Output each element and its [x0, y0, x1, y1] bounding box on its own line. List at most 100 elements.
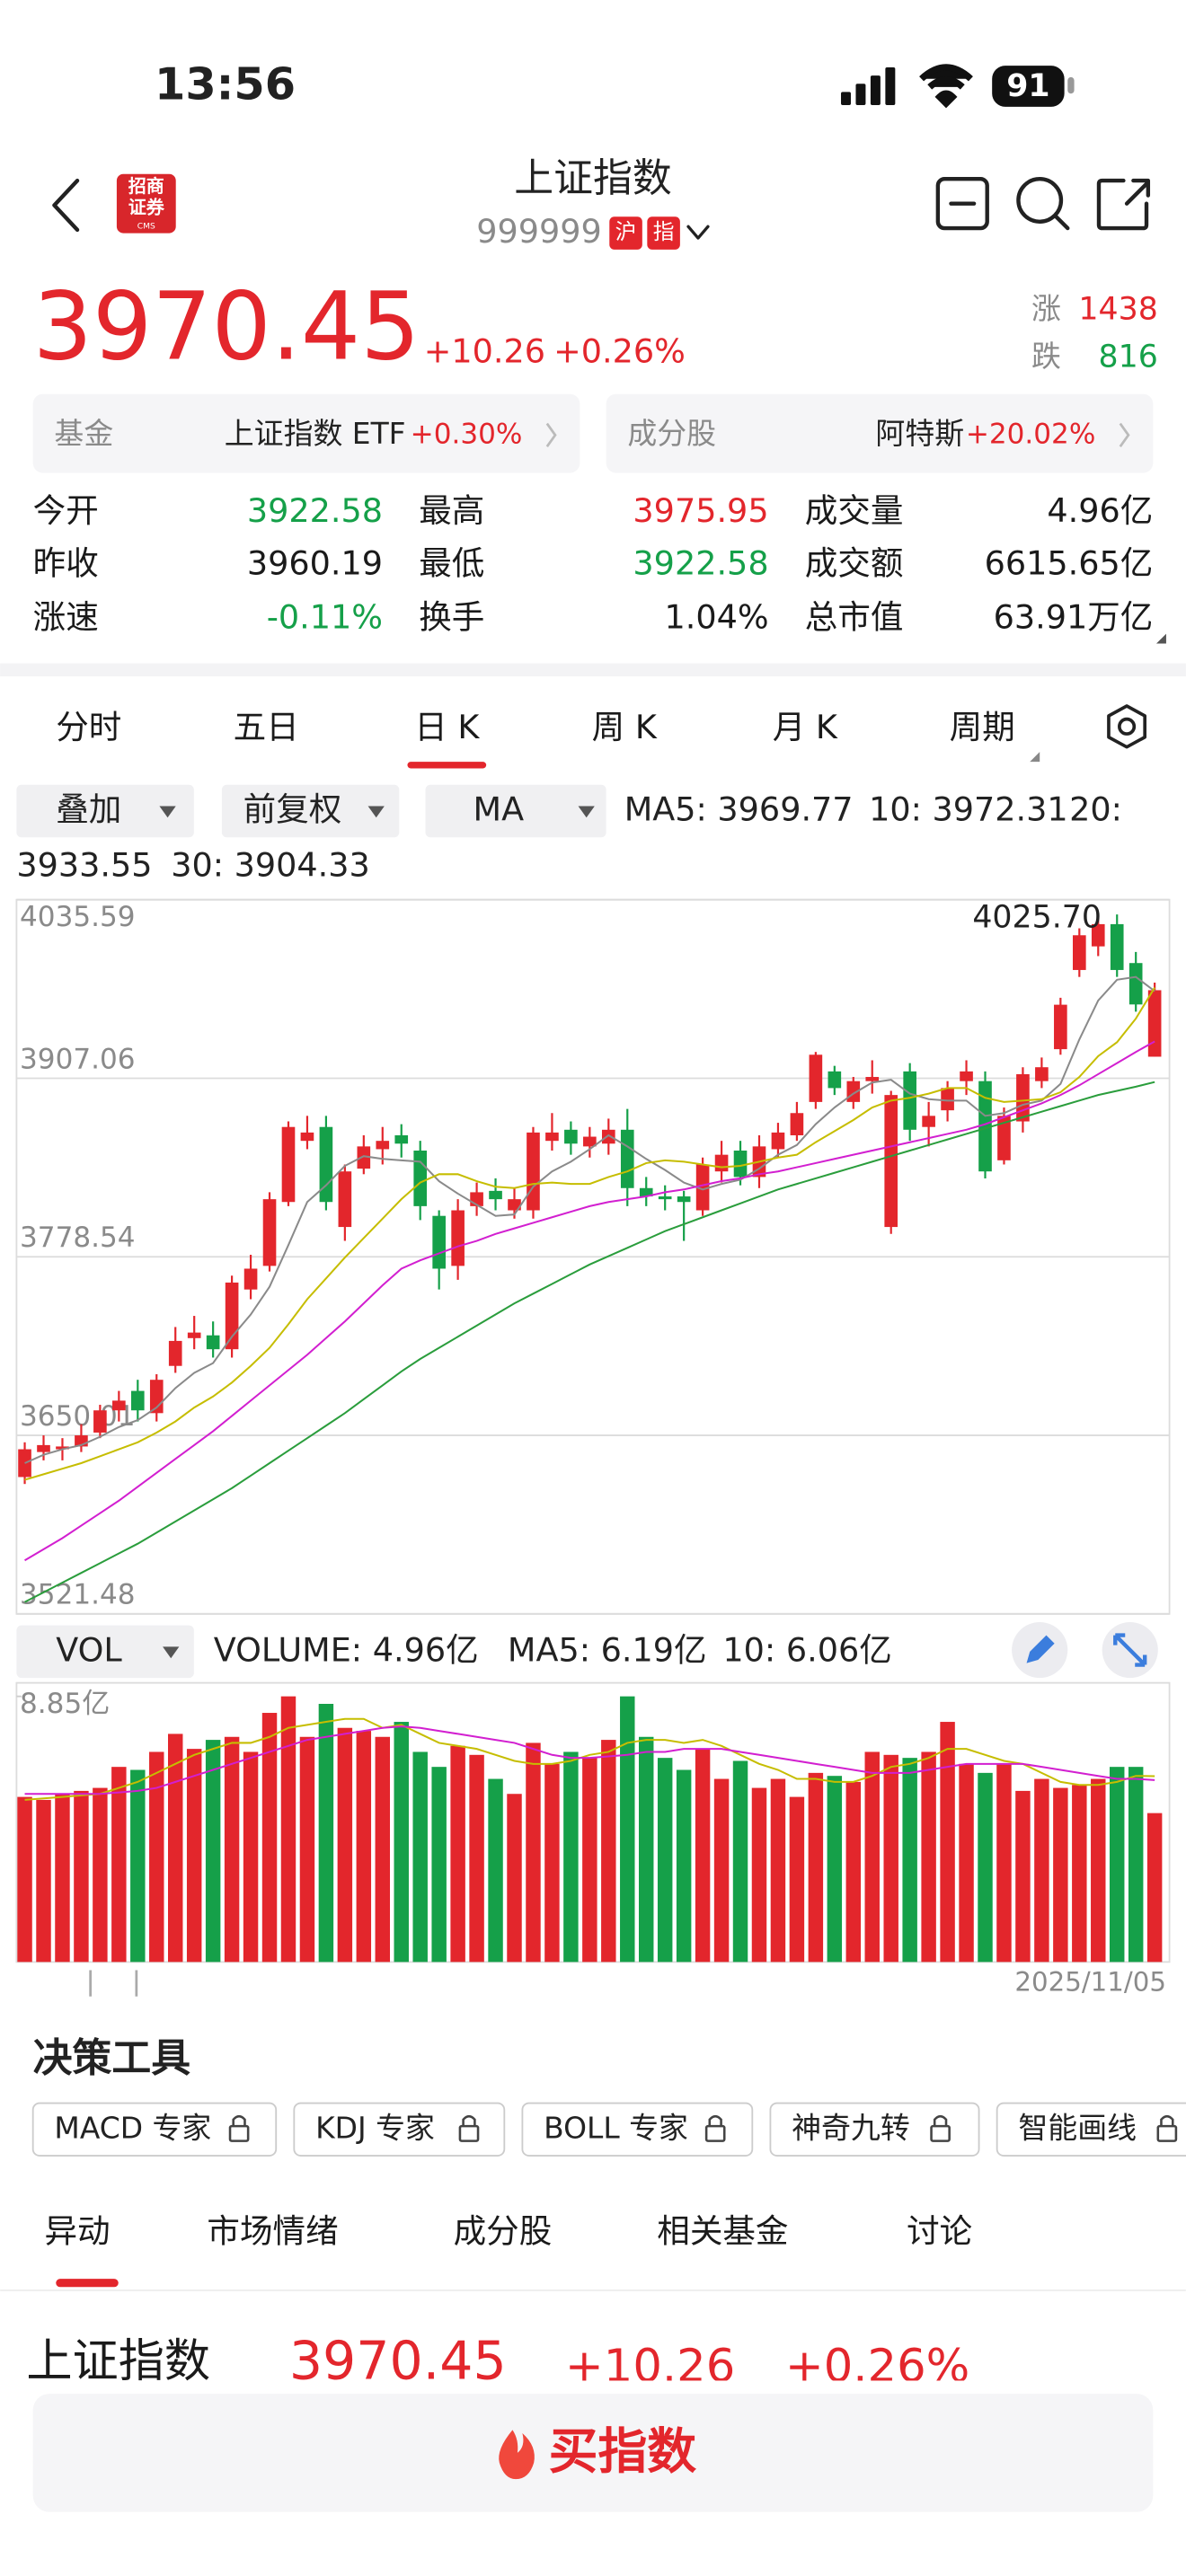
tool-label: KDJ 专家 [315, 2110, 435, 2145]
tool-label: MACD 专家 [54, 2110, 211, 2145]
candle-body [922, 1116, 935, 1127]
candle-body [394, 1134, 409, 1144]
tool-label: 神奇九转 [792, 2110, 910, 2145]
volume-bar [1110, 1767, 1125, 1963]
candle-body [714, 1154, 729, 1172]
tool-chip[interactable]: KDJ 专家 [293, 2102, 506, 2157]
candle-body [1054, 1004, 1067, 1050]
period-tab[interactable]: 周期 [950, 708, 1015, 746]
volume-bar [17, 1796, 32, 1963]
period-tab[interactable]: 月 K [773, 708, 838, 746]
settings-button[interactable] [1107, 704, 1147, 749]
tool-chip[interactable]: BOLL 专家 [521, 2102, 754, 2157]
content-tab[interactable]: 异动 [44, 2211, 110, 2250]
volume-bar [488, 1778, 503, 1963]
tool-chip[interactable]: 智能画线 [996, 2102, 1186, 2157]
page-title: 上证指数 [514, 155, 671, 201]
candle-body [733, 1151, 748, 1178]
volume-bar [431, 1767, 447, 1963]
candle-body [37, 1444, 50, 1452]
content-tab[interactable]: 讨论 [907, 2211, 972, 2250]
volume-bar [544, 1763, 560, 1963]
share-button[interactable] [1096, 178, 1151, 231]
candle-body [695, 1164, 710, 1211]
volume-bar [337, 1727, 353, 1963]
volume-bar [526, 1742, 541, 1963]
fullscreen-button[interactable] [1102, 1621, 1158, 1679]
minimize-button[interactable] [935, 177, 989, 231]
battery [992, 66, 1065, 107]
ma-line [24, 1717, 1155, 1801]
ma-line [24, 987, 1156, 1481]
price-change: +10.26 [424, 332, 545, 371]
search-button[interactable] [1016, 177, 1070, 231]
ma-legend: 20: [1069, 790, 1122, 828]
related-fund[interactable]: 基金 上证指数 ETF +0.30% [32, 393, 580, 473]
candle-body [262, 1199, 277, 1266]
ma-line [24, 1725, 1155, 1795]
volume-bar [601, 1740, 616, 1963]
ma-line [24, 1040, 1155, 1562]
volume-bar [959, 1763, 974, 1963]
volume-bar [695, 1749, 711, 1963]
candle-body [771, 1132, 785, 1150]
tool-chip[interactable]: MACD 专家 [31, 2102, 278, 2157]
period-tab[interactable]: 日 K [414, 708, 480, 746]
volume-bar [638, 1736, 654, 1963]
up-label: 涨 [1031, 291, 1061, 326]
volume-bar [74, 1790, 89, 1963]
down-label: 跌 [1031, 339, 1061, 374]
candle-body [93, 1410, 107, 1433]
battery-level: 91 [1006, 68, 1049, 104]
period-tab[interactable]: 五日 [234, 708, 299, 746]
wifi [919, 64, 973, 109]
ma-legend: 10: 3972.31 [869, 790, 1068, 828]
volume-bar [657, 1758, 673, 1963]
content-tab[interactable]: 成分股 [454, 2211, 553, 2250]
related-stock[interactable]: 成分股 阿特斯 +20.02% [606, 393, 1154, 473]
buy-label: 买指数 [549, 2422, 697, 2480]
tag [609, 216, 642, 250]
candle-body [432, 1215, 446, 1269]
stat-label: 总市值 [805, 598, 904, 637]
candle-body [809, 1054, 823, 1102]
period-tab[interactable]: 分时 [56, 708, 121, 746]
overlay-dropdown[interactable] [16, 784, 194, 838]
section-title: 决策工具 [33, 2035, 191, 2081]
up-count: 1438 [1078, 291, 1157, 327]
content-tab[interactable]: 市场情绪 [207, 2211, 338, 2250]
candle-body [376, 1141, 390, 1150]
tool-chip[interactable]: 神奇九转 [769, 2102, 980, 2157]
candle-body [1110, 923, 1124, 970]
vol-dropdown[interactable] [16, 1625, 194, 1679]
code-dropdown[interactable] [686, 225, 710, 240]
active-tab-underline [56, 2279, 119, 2288]
candle-body [130, 1390, 145, 1411]
volume-bar [111, 1767, 127, 1963]
y-tick-label: 3778.54 [20, 1222, 135, 1254]
back-button[interactable] [52, 178, 80, 233]
related-change: +20.02% [966, 418, 1095, 450]
volume-bar [902, 1758, 917, 1963]
volume-bar [261, 1713, 278, 1963]
candle-body [1035, 1067, 1049, 1081]
adjust-dropdown[interactable] [221, 784, 400, 838]
period-tab[interactable]: 周 K [592, 708, 658, 746]
volume-bar [940, 1722, 955, 1963]
buy-button[interactable]: 买指数 [32, 2394, 1154, 2512]
candle-body [658, 1196, 672, 1200]
volume-bar [243, 1751, 259, 1963]
indicator-dropdown[interactable] [425, 784, 606, 838]
volume-bar [978, 1772, 993, 1963]
candle-body [865, 1077, 880, 1081]
volume-bar [36, 1799, 51, 1963]
tool-label: BOLL 专家 [544, 2110, 688, 2145]
draw-button[interactable] [1012, 1621, 1068, 1679]
content-tab[interactable]: 相关基金 [657, 2211, 788, 2250]
candle-body [677, 1196, 691, 1203]
price-chart: 4035.593907.063778.543650.013521.484025.… [16, 898, 1170, 1615]
volume-bar [507, 1794, 522, 1963]
logo-text: CMS [137, 223, 155, 232]
